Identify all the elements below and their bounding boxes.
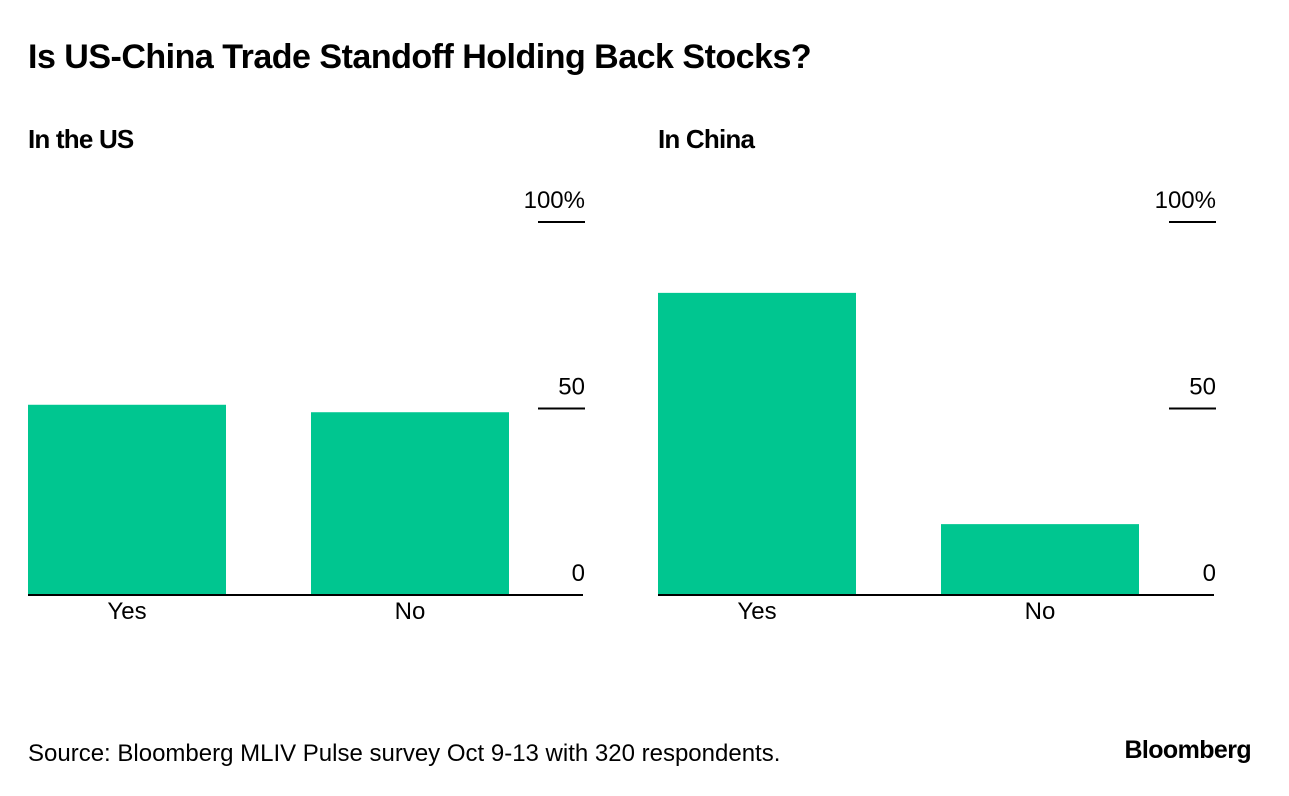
panel-us: 0 50 100% Yes No	[28, 187, 585, 625]
x-tick-label-us-yes: Yes	[107, 598, 146, 625]
chart-title: Is US-China Trade Standoff Holding Back …	[28, 38, 812, 76]
y-tick-label-china-100: 100%	[1155, 187, 1216, 214]
x-tick-label-us-no: No	[395, 598, 426, 625]
y-tick-label-china-0: 0	[1203, 560, 1216, 587]
bar-china-yes	[658, 292, 856, 595]
x-tick-label-china-yes: Yes	[737, 598, 776, 625]
bar-us-yes	[28, 404, 226, 595]
y-tick-label-us-100: 100%	[524, 187, 585, 214]
panel-title-us: In the US	[28, 124, 134, 154]
panel-china: 0 50 100% Yes No	[658, 187, 1216, 625]
bar-china-no	[941, 524, 1139, 595]
bar-us-no	[311, 412, 509, 595]
y-tick-label-china-50: 50	[1189, 374, 1216, 401]
panel-title-china: In China	[658, 124, 755, 154]
bloomberg-logo: Bloomberg	[1124, 736, 1251, 764]
y-tick-label-us-50: 50	[558, 374, 585, 401]
x-tick-label-china-no: No	[1025, 598, 1056, 625]
source-note: Source: Bloomberg MLIV Pulse survey Oct …	[28, 740, 781, 767]
y-tick-label-us-0: 0	[572, 560, 585, 587]
